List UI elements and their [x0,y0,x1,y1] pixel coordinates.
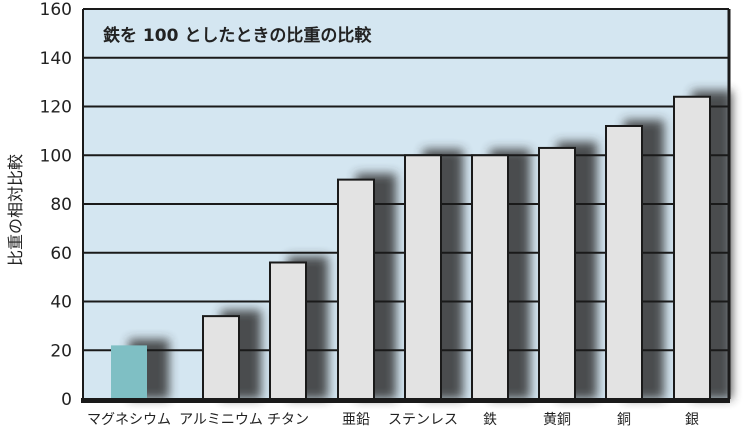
bars [81,95,730,403]
y-tick-label: 40 [50,293,72,313]
y-tick-label: 20 [50,341,72,361]
x-category-label: 亜鉛 [342,412,370,428]
y-tick-labels: 0 20 40 60 80 100 120 140 160 [40,0,72,410]
y-axis-label: 比重の相対比較 [6,154,25,266]
bar-5 [471,154,509,400]
bar-7 [605,125,643,400]
y-tick-label: 160 [40,0,72,20]
y-tick-label: 120 [40,98,72,118]
y-tick-label: 140 [40,49,72,69]
x-category-label: 銀 [685,412,699,428]
chart-title: 鉄を 100 としたときの比重の比較 [103,25,372,46]
y-tick-label: 60 [50,244,72,264]
x-axis-line [81,398,730,403]
x-category-label: 鉄 [483,412,497,428]
y-tick-label: 80 [50,195,72,215]
x-category-label: 黄銅 [543,411,571,428]
y-tick-label: 0 [61,390,72,410]
bar-2 [269,261,307,400]
x-category-label: ステンレス [388,412,458,428]
x-category-label: チタン [267,412,309,428]
x-category-label: マグネシウム [87,412,171,428]
x-category-label: アルミニウム [179,412,263,428]
y-tick-label: 100 [40,146,72,166]
bar-0 [111,345,147,399]
x-category-label: 銅 [617,412,631,428]
bar-1 [202,315,240,400]
bar-8 [673,95,711,400]
bar-6 [538,146,576,400]
bar-3 [337,178,375,400]
x-category-labels: マグネシウム アルミニウム チタン 亜鉛 ステンレス 鉄 黄銅 銅 銀 [87,411,699,428]
bar-4 [404,154,442,400]
